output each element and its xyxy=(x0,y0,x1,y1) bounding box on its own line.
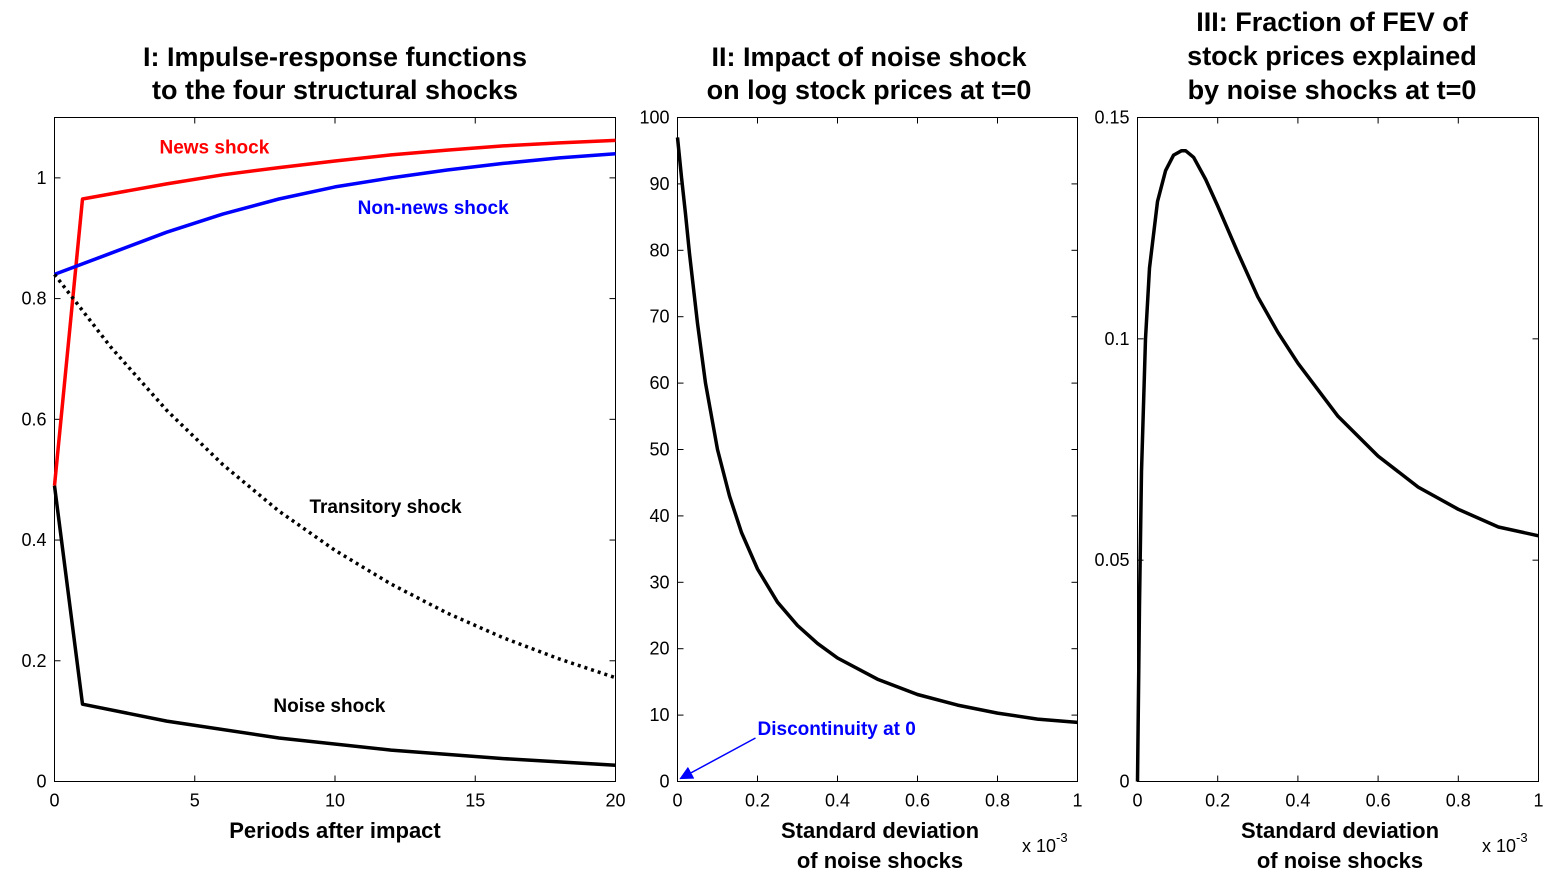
ticks-group: 0 5 10 15 20 0 0.2 0.4 0.6 0.8 1 xyxy=(21,117,626,811)
y-tick-label: 1 xyxy=(36,168,46,188)
x-exponent-label: x 10-3 xyxy=(1022,830,1068,856)
axes-box xyxy=(54,117,616,782)
panel-title-line: by noise shocks at t=0 xyxy=(1188,75,1477,105)
x-tick-label: 0.4 xyxy=(1285,791,1310,811)
x-tick-label: 0 xyxy=(49,791,59,811)
x-tick-label: 0.8 xyxy=(1446,791,1471,811)
series-group xyxy=(52,138,617,767)
y-tick-label: 0.2 xyxy=(21,651,46,671)
y-tick-label: 80 xyxy=(649,240,669,260)
series-annotation: Discontinuity at 0 xyxy=(758,719,916,740)
x-exponent-power: -3 xyxy=(1516,830,1528,845)
x-tick-label: 0.2 xyxy=(745,791,770,811)
panel-title-line: stock prices explained xyxy=(1187,41,1477,71)
y-tick-label: 30 xyxy=(649,572,669,592)
y-tick-label: 0 xyxy=(659,772,669,792)
y-tick-label: 100 xyxy=(639,108,669,128)
y-tick-label: 90 xyxy=(649,174,669,194)
series-annotation: News shock xyxy=(159,138,269,159)
x-exponent-label: x 10-3 xyxy=(1482,830,1528,856)
x-axis-label: of noise shocks xyxy=(797,848,963,873)
series-line xyxy=(52,138,616,486)
series-line xyxy=(53,151,616,277)
x-axis-label: Standard deviation xyxy=(781,818,979,843)
y-tick-label: 0.6 xyxy=(21,409,46,429)
series-group xyxy=(675,137,1078,725)
x-tick-label: 0 xyxy=(1132,791,1142,811)
y-tick-label: 0.15 xyxy=(1094,108,1129,128)
x-exponent-power: -3 xyxy=(1056,830,1068,845)
x-axis-label: of noise shocks xyxy=(1257,848,1423,873)
x-tick-label: 0 xyxy=(672,791,682,811)
y-tick-label: 40 xyxy=(649,506,669,526)
x-axis-label: Periods after impact xyxy=(229,818,441,843)
y-tick-label: 0.1 xyxy=(1104,329,1129,349)
annotation-group: Discontinuity at 0 xyxy=(679,719,916,780)
y-tick-label: 0.4 xyxy=(21,530,46,550)
series-line xyxy=(53,273,617,680)
series-line xyxy=(52,485,616,767)
y-tick-label: 60 xyxy=(649,373,669,393)
x-axis-label: Standard deviation xyxy=(1241,818,1439,843)
panel-title-line: to the four structural shocks xyxy=(152,75,518,105)
axes-box xyxy=(677,117,1078,782)
y-tick-label: 20 xyxy=(649,639,669,659)
panel-title-line: III: Fraction of FEV of xyxy=(1196,7,1468,37)
panel-noise-impact: II: Impact of noise shock on log stock p… xyxy=(639,42,1082,873)
axes-box xyxy=(1137,117,1539,782)
x-tick-label: 0.6 xyxy=(905,791,930,811)
series-annotation: Transitory shock xyxy=(309,497,461,518)
x-tick-label: 10 xyxy=(325,791,345,811)
y-tick-label: 0.8 xyxy=(21,289,46,309)
panel-title-line: on log stock prices at t=0 xyxy=(707,75,1032,105)
x-tick-label: 5 xyxy=(190,791,200,811)
y-tick-label: 0.05 xyxy=(1094,550,1129,570)
x-tick-label: 20 xyxy=(605,791,625,811)
panel-title-line: I: Impulse-response functions xyxy=(143,42,527,72)
x-tick-label: 0.6 xyxy=(1366,791,1391,811)
x-tick-label: 0.8 xyxy=(985,791,1010,811)
x-tick-label: 1 xyxy=(1533,791,1543,811)
annotation-arrow xyxy=(679,737,756,780)
series-group xyxy=(1135,148,1539,782)
y-tick-label: 0 xyxy=(36,772,46,792)
y-tick-label: 0 xyxy=(1119,772,1129,792)
x-tick-label: 1 xyxy=(1072,791,1082,811)
panel-fev-fraction: III: Fraction of FEV of stock prices exp… xyxy=(1094,7,1543,873)
x-tick-label: 0.4 xyxy=(825,791,850,811)
y-tick-label: 50 xyxy=(649,440,669,460)
y-tick-label: 70 xyxy=(649,307,669,327)
panel-impulse-response: I: Impulse-response functions to the fou… xyxy=(21,42,625,843)
series-annotation: Non-news shock xyxy=(358,198,509,219)
series-line xyxy=(675,137,1078,725)
x-tick-label: 15 xyxy=(465,791,485,811)
annotation-group: News shock Non-news shock Transitory shock… xyxy=(159,138,509,717)
panel-title-line: II: Impact of noise shock xyxy=(711,42,1027,72)
x-tick-label: 0.2 xyxy=(1205,791,1230,811)
ticks-group: 0 0.2 0.4 0.6 0.8 1 0 0.05 0.1 0.15 xyxy=(1094,108,1543,811)
series-annotation: Noise shock xyxy=(273,696,385,717)
y-tick-label: 10 xyxy=(649,705,669,725)
series-line xyxy=(1135,148,1539,782)
